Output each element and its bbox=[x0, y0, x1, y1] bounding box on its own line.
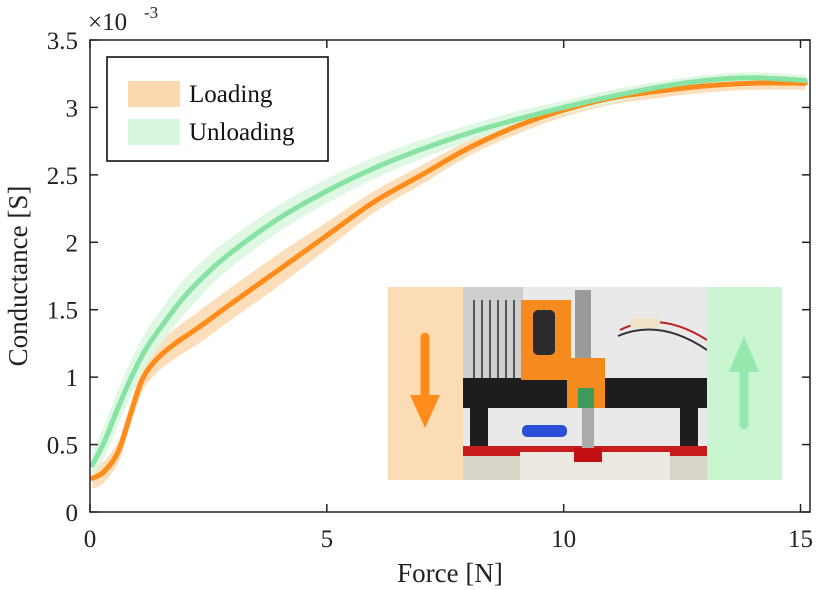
inset-photo bbox=[388, 287, 782, 480]
y-exponent-power: -3 bbox=[144, 3, 158, 22]
test-rig-photo bbox=[463, 287, 708, 480]
tick-labels: 0 5 10 15 0 0.5 1 1.5 2 2.5 3 3.5 bbox=[47, 28, 813, 553]
y-tick-label: 1 bbox=[66, 365, 79, 392]
legend: Loading Unloading bbox=[106, 56, 329, 162]
y-tick-label: 2 bbox=[66, 230, 79, 257]
legend-label-loading: Loading bbox=[189, 81, 273, 108]
series-lines bbox=[89, 75, 808, 481]
x-tick-label: 15 bbox=[788, 526, 813, 553]
x-tick-label: 0 bbox=[84, 526, 97, 553]
legend-swatch-unloading bbox=[128, 119, 180, 145]
y-tick-label: 3 bbox=[66, 95, 79, 122]
y-tick-label: 0 bbox=[66, 500, 79, 527]
up-arrow-icon bbox=[729, 336, 759, 430]
y-tick-label: 1.5 bbox=[47, 298, 78, 325]
legend-swatch-loading bbox=[128, 81, 180, 107]
y-tick-label: 3.5 bbox=[47, 28, 78, 55]
y-tick-label: 0.5 bbox=[47, 433, 78, 460]
series-line-unloading bbox=[89, 75, 808, 468]
series-line-loading bbox=[89, 80, 808, 481]
legend-label-unloading: Unloading bbox=[189, 119, 295, 146]
axis-ticks bbox=[89, 39, 810, 513]
x-axis-label: Force [N] bbox=[397, 558, 503, 588]
plot-frame bbox=[89, 39, 811, 513]
y-exponent-base: ×10 bbox=[88, 9, 127, 36]
x-tick-label: 5 bbox=[321, 526, 334, 553]
down-arrow-icon bbox=[410, 332, 440, 428]
x-tick-label: 10 bbox=[551, 526, 576, 553]
y-axis-exponent: ×10 -3 bbox=[88, 3, 158, 36]
y-axis-label: Conductance [S] bbox=[3, 186, 33, 367]
y-tick-label: 2.5 bbox=[47, 163, 78, 190]
